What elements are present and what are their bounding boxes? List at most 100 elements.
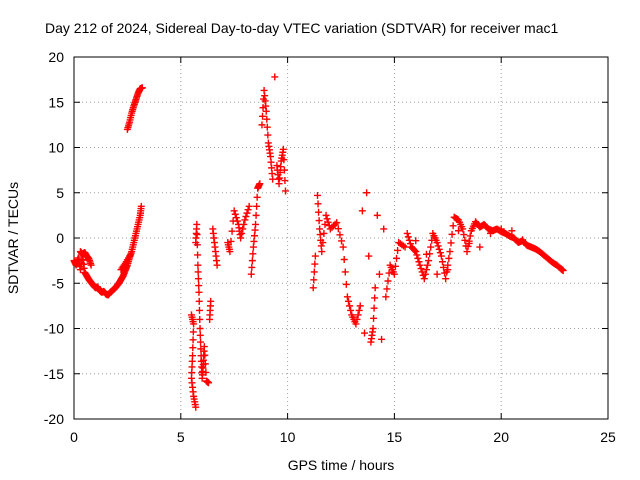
data-point-marker [559, 267, 567, 275]
data-point-marker [279, 145, 287, 153]
data-point-marker [465, 239, 473, 247]
series-segment-2 [76, 248, 134, 274]
data-point-marker [330, 222, 338, 230]
data-point-marker [378, 335, 386, 343]
data-point-marker [314, 191, 322, 199]
data-point-marker [346, 302, 354, 310]
data-point-marker [248, 263, 256, 271]
data-point-marker [263, 115, 271, 123]
data-point-marker [87, 261, 95, 269]
data-point-marker [427, 243, 435, 251]
data-point-marker [193, 220, 201, 228]
data-point-marker [196, 325, 204, 332]
data-point-marker [371, 294, 379, 302]
data-point-marker [331, 220, 339, 228]
data-point-marker [280, 166, 288, 174]
data-point-marker [328, 223, 336, 231]
data-point-marker [242, 213, 250, 221]
data-point-marker [233, 217, 241, 225]
data-point-marker [363, 189, 371, 197]
data-point-marker [232, 214, 240, 222]
data-point-marker [446, 248, 454, 256]
data-point-marker [466, 232, 474, 240]
data-point-marker [264, 131, 272, 139]
data-point-marker [200, 343, 208, 351]
data-point-marker [384, 277, 392, 285]
data-point-marker [259, 112, 267, 120]
data-point-marker [393, 254, 401, 262]
data-point-marker [252, 220, 260, 228]
data-point-marker [355, 306, 363, 314]
data-point-marker [385, 269, 393, 277]
data-point-marker [310, 268, 318, 276]
x-tick-label: 20 [493, 429, 509, 445]
data-point-marker [315, 217, 323, 225]
data-point-marker [424, 261, 432, 269]
data-point-marker [190, 320, 198, 328]
data-point-marker [322, 211, 330, 219]
data-point-marker [413, 251, 421, 259]
x-axis-ticks: 0 5 10 15 20 25 [70, 57, 616, 445]
y-axis-label: SDTVAR / TECUs [5, 182, 21, 294]
data-point-marker [126, 252, 134, 260]
data-point-marker [189, 344, 197, 352]
data-point-marker [476, 243, 484, 251]
data-point-marker [411, 246, 419, 254]
data-point-marker [414, 254, 422, 262]
data-point-marker [449, 222, 457, 230]
data-point-marker [433, 239, 441, 247]
data-point-marker [271, 73, 279, 81]
data-point-marker [195, 306, 203, 314]
data-point-marker [194, 261, 202, 269]
data-point-marker [519, 236, 527, 244]
data-point-marker [437, 252, 445, 260]
data-point-marker [228, 227, 236, 235]
y-axis-ticks: -20 -15 -10 -5 0 5 10 15 20 [44, 49, 608, 427]
data-point-marker [356, 302, 364, 310]
y-tick-label: 20 [48, 49, 64, 65]
data-point-marker [454, 227, 462, 235]
data-point-marker [138, 84, 146, 92]
y-tick-label: -5 [52, 275, 65, 291]
data-point-marker [461, 236, 469, 244]
data-point-marker [445, 254, 453, 262]
data-point-marker [193, 231, 201, 239]
data-point-marker [436, 249, 444, 257]
data-point-marker [226, 248, 234, 256]
data-point-marker [137, 202, 145, 210]
x-tick-label: 5 [177, 429, 185, 445]
data-point-marker [508, 227, 516, 235]
data-point-marker [401, 243, 409, 251]
data-point-marker [207, 297, 215, 305]
data-point-marker [247, 270, 255, 278]
data-point-marker [197, 338, 205, 346]
data-point-marker [249, 250, 257, 258]
data-point-marker [412, 237, 420, 245]
data-point-marker [253, 193, 261, 201]
data-point-marker [399, 242, 407, 250]
data-point-marker [231, 210, 239, 218]
y-tick-label: 10 [48, 140, 64, 156]
data-point-marker [360, 329, 368, 337]
data-point-marker [326, 225, 334, 233]
data-point-marker [391, 262, 399, 270]
data-point-marker [253, 202, 261, 210]
series-segment-8 [412, 225, 527, 278]
data-point-marker [243, 209, 251, 217]
data-point-marker [238, 229, 246, 237]
data-point-marker [343, 293, 351, 301]
data-point-marker [442, 275, 450, 283]
data-point-marker [422, 250, 430, 258]
x-tick-label: 0 [70, 429, 78, 445]
x-tick-label: 25 [600, 429, 616, 445]
data-point-marker [239, 225, 247, 233]
data-point-marker [281, 177, 289, 185]
data-point-marker [195, 288, 203, 296]
chart-title: Day 212 of 2024, Sidereal Day-to-day VTE… [45, 20, 558, 36]
data-point-marker [404, 233, 412, 241]
data-point-marker [280, 156, 288, 164]
data-point-marker [365, 252, 373, 260]
data-point-marker [425, 257, 433, 265]
data-point-marker [324, 218, 332, 226]
